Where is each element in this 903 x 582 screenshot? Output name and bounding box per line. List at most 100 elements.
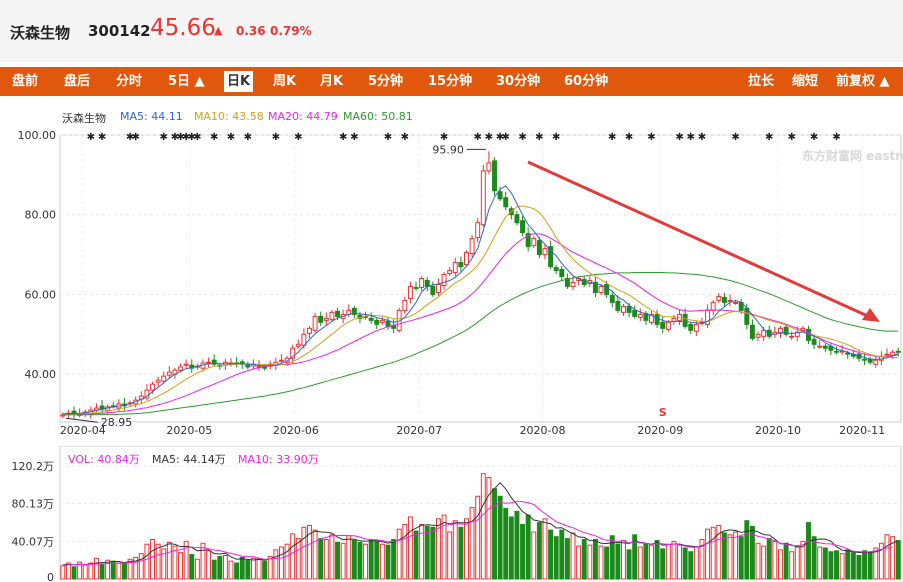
info-star-marker: ✱ <box>608 132 616 143</box>
candle-body <box>441 274 447 286</box>
tab-weekly-k[interactable]: 周K <box>273 74 297 89</box>
tab-timeshare[interactable]: 分时 <box>116 74 143 89</box>
volume-bar <box>822 547 828 580</box>
volume-bar <box>660 548 666 580</box>
candle-body <box>895 350 901 353</box>
trend-arrow-line <box>527 160 873 320</box>
x-tick-label: 2020-06 <box>273 424 319 437</box>
candle-body <box>413 286 419 289</box>
candle-body <box>548 246 554 268</box>
volume-bar <box>525 514 531 580</box>
volume-bar <box>761 545 767 580</box>
candle-body <box>447 270 453 275</box>
volume-bar <box>637 546 643 580</box>
candle-body <box>492 160 497 192</box>
candle-body <box>497 191 503 200</box>
volume-bar <box>766 538 772 580</box>
candle-body <box>592 281 598 293</box>
tab-premarket[interactable]: 盘前 <box>12 74 39 89</box>
volume-bar <box>335 541 340 580</box>
volume-bar <box>396 528 402 580</box>
candle-body <box>609 294 615 303</box>
volume-bar <box>374 540 380 580</box>
candle-body <box>783 326 789 335</box>
candle-body <box>867 358 873 363</box>
x-tick-label: 2020-08 <box>520 424 566 437</box>
legend-vol: VOL: 40.84万 <box>68 453 140 466</box>
volume-bar <box>677 544 682 580</box>
volume-bar <box>508 516 514 580</box>
candle-body <box>307 327 312 334</box>
volume-bar <box>77 561 83 580</box>
tab-afterhours[interactable]: 盘后 <box>64 74 91 89</box>
volume-bar <box>733 531 739 580</box>
volume-bar <box>323 539 329 580</box>
volume-bar <box>845 549 851 580</box>
tab-15min[interactable]: 15分钟 <box>428 74 473 89</box>
volume-bar <box>699 539 705 580</box>
candle-body <box>284 357 290 363</box>
volume-bar <box>800 540 806 580</box>
volume-bar <box>127 558 133 580</box>
volume-bar <box>654 539 660 580</box>
candle-body <box>256 365 262 368</box>
candle-body <box>862 358 868 361</box>
volume-bar <box>183 540 189 580</box>
volume-bar <box>789 551 795 580</box>
info-star-marker: ✱ <box>731 132 739 143</box>
volume-bar <box>615 543 621 580</box>
candle-body <box>604 283 610 295</box>
volume-bar <box>609 535 615 580</box>
candle-body <box>553 267 559 272</box>
candle-body <box>559 269 565 278</box>
volume-bar <box>850 552 856 580</box>
candle-body <box>637 313 643 318</box>
ma60-line <box>62 272 899 416</box>
candle-body <box>464 252 469 266</box>
volume-bar <box>391 539 397 580</box>
candle-body <box>419 278 425 288</box>
volume-y-tick-label: 40.07万 <box>12 535 55 548</box>
x-tick-label: 2020-11 <box>839 424 885 437</box>
candle-body <box>329 311 335 320</box>
x-tick-label: 2020-10 <box>755 424 801 437</box>
volume-bar <box>621 539 626 580</box>
volume-bar <box>604 546 610 580</box>
candle-body <box>407 285 413 299</box>
x-tick-label: 2020-05 <box>166 424 212 437</box>
candle-body <box>721 296 727 303</box>
shrink-button[interactable]: 缩短 <box>792 74 819 89</box>
candle-body <box>660 321 666 329</box>
stretch-button[interactable]: 拉长 <box>748 74 775 89</box>
volume-bar <box>688 551 694 580</box>
candle-body <box>312 315 318 331</box>
volume-bar <box>222 554 228 580</box>
tab-60min[interactable]: 60分钟 <box>564 74 609 89</box>
candle-body <box>615 300 621 311</box>
watermark-logo: 东方财富网 eastmoney.com <box>802 148 903 163</box>
volume-bar <box>480 473 486 580</box>
adjust-forward-button[interactable]: 前复权 ▲ <box>836 74 890 89</box>
volume-bar <box>705 528 711 580</box>
volume-bar <box>783 542 789 580</box>
volume-bar <box>626 549 632 580</box>
volume-bar <box>228 560 234 580</box>
candle-body <box>520 220 526 234</box>
info-star-marker: ✱ <box>98 132 106 143</box>
tab-monthly-k[interactable]: 月K <box>320 74 344 89</box>
stock-price: 45.66 <box>150 15 216 41</box>
volume-bar <box>250 557 256 580</box>
tab-5min[interactable]: 5分钟 <box>368 74 404 89</box>
volume-bar <box>749 525 755 580</box>
tab-30min[interactable]: 30分钟 <box>496 74 541 89</box>
candle-body <box>486 162 492 172</box>
candle-body <box>183 363 189 366</box>
candle-body <box>744 307 750 325</box>
tab-5day[interactable]: 5日 ▲ <box>168 74 205 89</box>
volume-bar <box>839 553 845 580</box>
info-star-marker: ✱ <box>647 132 655 143</box>
volume-bar <box>71 566 77 580</box>
tab-daily-k[interactable]: 日K <box>224 71 254 92</box>
candle-body <box>503 197 509 208</box>
volume-bar <box>862 550 868 580</box>
